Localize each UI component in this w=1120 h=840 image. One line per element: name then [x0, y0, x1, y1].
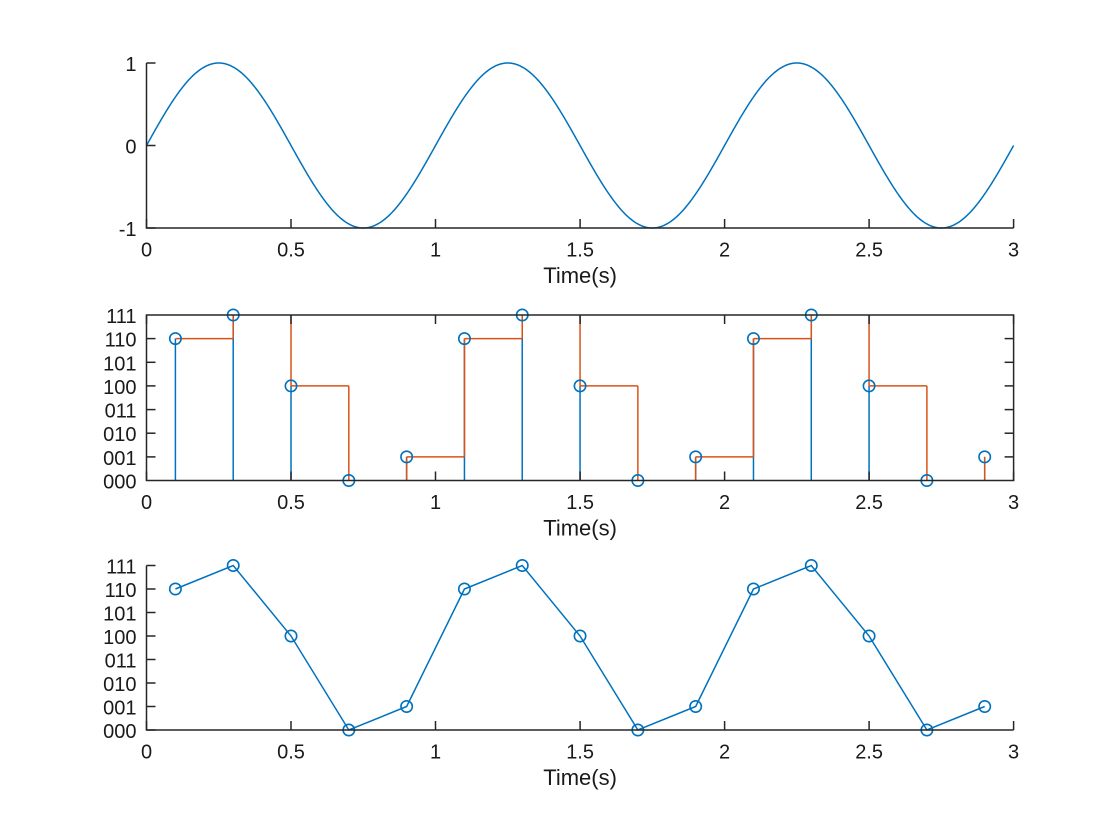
svg-text:0: 0	[141, 240, 152, 262]
svg-text:1: 1	[430, 240, 441, 262]
svg-text:2.5: 2.5	[855, 492, 883, 514]
svg-text:1.5: 1.5	[566, 240, 594, 262]
svg-text:-1: -1	[119, 219, 137, 241]
svg-text:2.5: 2.5	[855, 742, 883, 764]
svg-text:010: 010	[103, 424, 136, 446]
svg-text:Time(s): Time(s)	[543, 516, 617, 541]
svg-text:000: 000	[103, 472, 136, 494]
svg-text:Time(s): Time(s)	[543, 765, 617, 790]
svg-text:101: 101	[103, 353, 136, 375]
svg-text:3: 3	[1008, 492, 1019, 514]
svg-text:1: 1	[430, 492, 441, 514]
svg-text:100: 100	[103, 627, 136, 649]
svg-text:0.5: 0.5	[277, 492, 305, 514]
svg-text:110: 110	[105, 330, 137, 352]
svg-text:Time(s): Time(s)	[543, 263, 617, 288]
svg-text:000: 000	[103, 721, 136, 743]
svg-text:011: 011	[105, 651, 137, 673]
svg-text:0: 0	[141, 492, 152, 514]
svg-text:2: 2	[719, 240, 730, 262]
svg-text:1.5: 1.5	[566, 742, 594, 764]
svg-text:110: 110	[105, 580, 137, 602]
svg-text:2: 2	[719, 492, 730, 514]
svg-text:3: 3	[1008, 240, 1019, 262]
svg-text:011: 011	[105, 401, 137, 423]
svg-text:1.5: 1.5	[566, 492, 594, 514]
svg-text:0.5: 0.5	[277, 742, 305, 764]
svg-text:010: 010	[103, 674, 136, 696]
svg-text:001: 001	[103, 698, 136, 720]
svg-text:111: 111	[106, 557, 136, 579]
svg-text:1: 1	[430, 742, 441, 764]
svg-text:001: 001	[103, 448, 136, 470]
svg-text:3: 3	[1008, 742, 1019, 764]
svg-text:111: 111	[106, 306, 136, 328]
svg-text:0: 0	[125, 137, 136, 159]
svg-text:2.5: 2.5	[855, 240, 883, 262]
svg-text:0: 0	[141, 742, 152, 764]
svg-text:100: 100	[103, 377, 136, 399]
svg-text:2: 2	[719, 742, 730, 764]
svg-text:1: 1	[125, 54, 136, 76]
svg-text:101: 101	[103, 604, 136, 626]
svg-text:0.5: 0.5	[277, 240, 305, 262]
